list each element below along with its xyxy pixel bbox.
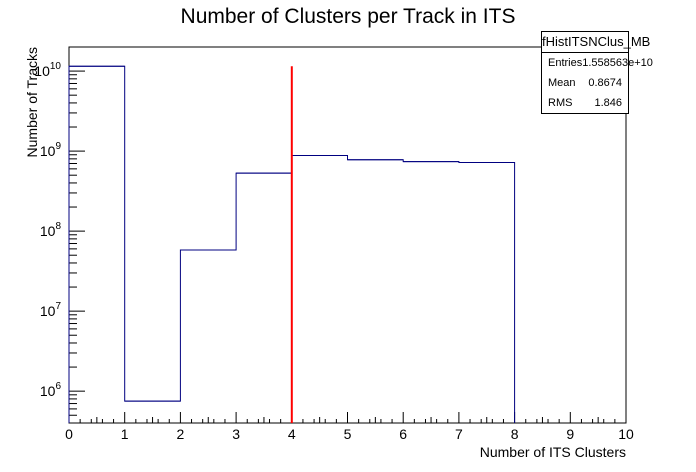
y-tick-label: 107 — [40, 301, 62, 319]
stats-row-entries: Entries 1.558563e+10 — [542, 53, 653, 73]
stats-value: 1.558563e+10 — [582, 57, 653, 69]
x-axis-ticks: 0 1 2 3 4 5 6 7 8 9 10 — [65, 412, 634, 442]
stats-row-mean: Mean 0.8674 — [542, 73, 628, 93]
x-tick-label: 3 — [232, 426, 240, 442]
x-tick-label: 6 — [399, 426, 407, 442]
x-axis-label: Number of ITS Clusters — [480, 444, 626, 460]
stats-box: fHistITSNClus_MB Entries 1.558563e+10 Me… — [541, 31, 653, 114]
x-tick-label: 0 — [65, 426, 73, 442]
y-axis-ticks: 106 107 108 109 1010 — [34, 46, 85, 424]
stats-value: 0.8674 — [588, 77, 622, 89]
y-tick-label: 108 — [40, 221, 62, 239]
x-tick-label: 2 — [177, 426, 185, 442]
stats-label: RMS — [548, 97, 573, 109]
x-tick-label: 5 — [344, 426, 352, 442]
x-tick-label: 1 — [121, 426, 129, 442]
x-tick-label: 4 — [288, 426, 296, 442]
stats-label: Mean — [548, 77, 576, 89]
y-tick-label: 1010 — [34, 61, 61, 79]
stats-row-rms: RMS 1.846 — [542, 93, 628, 113]
x-tick-label: 7 — [455, 426, 463, 442]
y-tick-label: 109 — [40, 141, 62, 159]
stats-value: 1.846 — [594, 97, 622, 109]
stats-label: Entries — [548, 57, 583, 69]
chart-title: Number of Clusters per Track in ITS — [181, 5, 516, 28]
y-axis-label: Number of Tracks — [24, 47, 40, 157]
x-tick-label: 9 — [566, 426, 574, 442]
stats-box-title: fHistITSNClus_MB — [542, 32, 650, 53]
x-tick-label: 10 — [618, 426, 634, 442]
y-tick-label: 106 — [40, 381, 62, 399]
x-tick-label: 8 — [511, 426, 519, 442]
